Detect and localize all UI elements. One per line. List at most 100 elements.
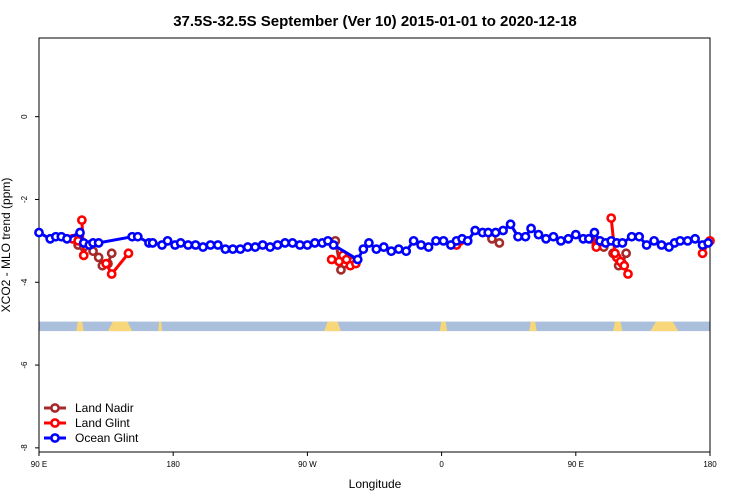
x-tick-label: 0 [439,460,444,469]
data-point [526,223,536,234]
data-point [213,240,223,250]
land-shape [439,321,448,332]
data-point [287,238,298,248]
data-point [272,240,283,250]
x-tick-label: 180 [703,460,717,469]
land-shape [158,321,163,332]
data-point [162,235,173,246]
data-point [250,242,261,252]
data-point [619,260,630,271]
data-point [555,235,566,246]
data-point [78,250,89,261]
legend-label: Ocean Glint [75,431,139,445]
data-point [393,244,404,255]
data-point [93,238,104,248]
data-point [641,240,652,250]
data-point [378,242,389,252]
land-shape [529,321,537,332]
data-point [75,227,85,238]
data-point [295,240,305,250]
data-point [326,254,337,265]
data-point [183,240,194,250]
data-point [623,269,633,279]
data-point [106,248,117,259]
data-point [416,240,426,250]
data-point [358,244,369,255]
data-point [505,219,516,230]
data-point [533,229,544,240]
chart-title: 37.5S-32.5S September (Ver 10) 2015-01-0… [173,13,577,30]
data-point [423,242,434,252]
series-layer [34,213,715,279]
data-point [76,215,87,226]
data-point [513,231,523,242]
data-point [431,235,441,246]
legend-marker [50,433,60,443]
x-axis: 90 E 180 90 W 0 90 E 180 [31,452,717,469]
data-point [34,227,44,238]
legend-label: Land Glint [75,416,130,430]
data-point [227,244,238,255]
data-point [548,231,559,242]
data-point [494,238,505,248]
data-point [563,233,574,244]
x-tick-label: 180 [167,460,181,469]
data-point [656,240,667,250]
data-point [352,254,363,265]
x-tick-label: 90 E [568,460,584,469]
land-shape [613,321,623,332]
x-axis-label: Longitude [349,477,402,491]
ocean-band [39,321,710,332]
series-line [609,217,617,254]
data-point [106,269,117,279]
data-point [302,240,313,250]
data-point [235,244,246,255]
x-tick-label: 90 W [298,460,317,469]
data-point [649,235,659,246]
data-point [589,227,600,238]
data-point [220,244,231,255]
data-point [690,233,700,244]
y-tick-label: -2 [20,195,29,203]
data-point [123,248,134,259]
data-point [175,238,186,248]
land-shape [107,321,133,332]
y-tick-label: -6 [20,361,29,369]
data-point [617,238,628,248]
data-point [675,235,686,246]
data-point [132,231,143,242]
data-point [682,235,693,246]
data-point [386,246,397,257]
data-point [198,242,208,252]
data-point [147,238,158,248]
land-shape [324,321,341,332]
data-point [257,240,268,250]
data-point [364,238,374,248]
data-point [205,240,216,250]
y-tick-label: -8 [20,444,29,452]
land-shape [650,321,679,332]
data-point [190,240,201,250]
data-point [703,238,714,248]
data-point [606,213,617,223]
legend-marker [50,418,60,428]
data-point [101,258,111,269]
data-point [570,229,581,240]
data-point [610,248,620,259]
y-axis: 0 -2 -4 -6 -8 [20,114,39,452]
legend-label: Land Nadir [75,401,134,415]
data-point [371,244,382,255]
data-point [541,233,551,244]
land-shape [76,321,84,332]
legend-marker [50,403,60,413]
y-axis-label: XCO2 - MLO trend (ppm) [0,178,13,313]
world-map-strip [39,321,710,332]
data-point [470,225,481,236]
x-tick-label: 90 E [31,460,47,469]
y-tick-label: -4 [20,278,29,286]
data-point [438,235,449,246]
data-point [462,235,473,246]
y-tick-label: 0 [20,114,29,119]
